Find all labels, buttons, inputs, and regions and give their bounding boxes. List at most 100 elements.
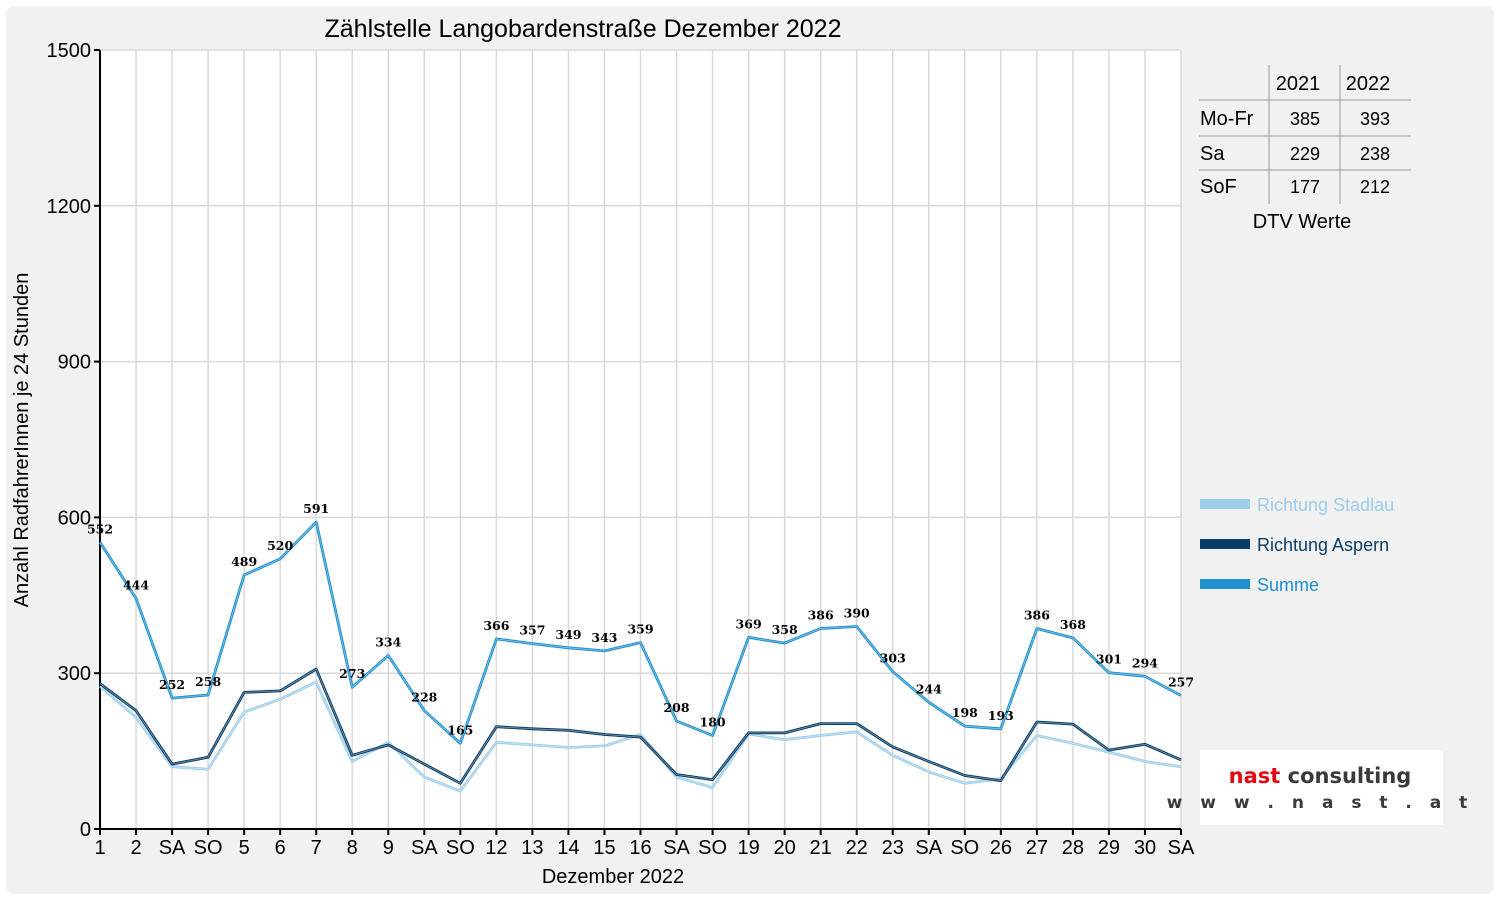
data-label: 552 [87, 521, 113, 536]
data-label: 520 [267, 538, 293, 553]
data-label: 198 [952, 705, 978, 720]
x-tick-label: SA [663, 837, 690, 859]
data-label: 273 [339, 666, 365, 681]
x-tick-label: SA [411, 837, 438, 859]
y-tick-label: 1500 [47, 40, 92, 62]
table-cell: 177 [1290, 177, 1320, 197]
data-label: 208 [663, 700, 689, 715]
table-row-label: Sa [1200, 143, 1225, 165]
x-tick-label: 30 [1134, 837, 1156, 859]
table-row-label: SoF [1200, 176, 1237, 198]
legend-swatch [1200, 539, 1250, 549]
y-tick-label: 0 [80, 819, 91, 841]
data-label: 301 [1096, 652, 1122, 667]
data-label: 180 [700, 715, 726, 730]
data-label: 294 [1132, 655, 1158, 670]
x-tick-label: SA [159, 837, 186, 859]
x-tick-label: 23 [882, 837, 904, 859]
x-tick-label: SA [1168, 837, 1195, 859]
data-label: 386 [1024, 608, 1050, 623]
table-cell: 229 [1290, 144, 1320, 164]
x-tick-label: 26 [990, 837, 1012, 859]
data-label: 358 [772, 622, 798, 637]
series-line-summe [98, 520, 1182, 745]
logo-url: w w w . n a s t . a t [1167, 793, 1474, 813]
y-tick-label: 900 [58, 352, 91, 374]
x-tick-label: 8 [347, 837, 358, 859]
y-tick-label: 300 [58, 663, 91, 685]
data-label: 357 [519, 623, 545, 638]
x-tick-label: 20 [774, 837, 796, 859]
chart-title: Zählstelle Langobardenstraße Dezember 20… [325, 15, 842, 43]
data-label: 334 [375, 635, 401, 650]
x-tick-label: 21 [810, 837, 832, 859]
series-line-richtung-aspern-highlight [99, 668, 1182, 784]
logo-name: nast consulting [1229, 764, 1412, 788]
data-label: 193 [988, 708, 1014, 723]
data-label: 257 [1168, 675, 1194, 690]
data-label: 390 [844, 605, 870, 620]
data-label: 228 [411, 690, 437, 705]
x-tick-label: 12 [485, 837, 507, 859]
table-row-label: Mo-Fr [1200, 108, 1254, 130]
data-label: 165 [447, 722, 473, 737]
x-tick-label: 6 [275, 837, 286, 859]
data-label: 444 [123, 577, 149, 592]
x-tick-label: 5 [239, 837, 250, 859]
x-tick-label: SO [698, 837, 727, 859]
legend-swatch [1200, 579, 1250, 589]
data-label: 368 [1060, 617, 1086, 632]
x-tick-label: 27 [1026, 837, 1048, 859]
data-label: 591 [303, 501, 329, 516]
data-label: 369 [736, 616, 762, 631]
table-cell: 238 [1360, 144, 1390, 164]
legend: Richtung Stadlau Richtung Aspern Summe [1200, 495, 1394, 595]
table-cell: 393 [1360, 109, 1390, 129]
table-cell: 385 [1290, 109, 1320, 129]
x-tick-label: 7 [311, 837, 322, 859]
x-tick-label: 16 [629, 837, 651, 859]
x-axis-label: Dezember 2022 [542, 866, 684, 888]
x-tick-label: SO [950, 837, 979, 859]
data-label: 489 [231, 554, 257, 569]
table-caption: DTV Werte [1253, 211, 1352, 233]
y-tick-label: 1200 [47, 196, 92, 218]
dtv-table: 2021 2022 Mo-Fr 385 393 Sa 229 238 SoF 1… [1199, 65, 1411, 233]
data-label: 258 [195, 674, 221, 689]
legend-label: Richtung Aspern [1257, 535, 1389, 555]
table-cell: 212 [1360, 177, 1390, 197]
x-tick-label: 22 [846, 837, 868, 859]
x-tick-label: 19 [737, 837, 759, 859]
x-tick-label: SO [194, 837, 223, 859]
x-tick-label: 2 [130, 837, 141, 859]
series-line-richtung-aspern [99, 667, 1182, 785]
x-tick-label: 29 [1098, 837, 1120, 859]
data-label: 303 [880, 651, 906, 666]
series-line-summe-highlight [99, 521, 1182, 745]
data-label: 349 [555, 627, 581, 642]
x-tick-label: SO [446, 837, 475, 859]
table-header-2022: 2022 [1346, 73, 1391, 95]
legend-label: Richtung Stadlau [1257, 495, 1394, 515]
data-label: 343 [591, 630, 617, 645]
x-tick-label: 15 [593, 837, 615, 859]
x-tick-label: 9 [383, 837, 394, 859]
y-tick-label: 600 [58, 507, 91, 529]
data-label: 359 [627, 622, 653, 637]
legend-swatch [1200, 499, 1250, 509]
logo: nast consulting w w w . n a s t . a t [1167, 750, 1474, 825]
table-header-2021: 2021 [1276, 73, 1321, 95]
y-axis-label: Anzahl RadfahrerInnen je 24 Stunden [11, 273, 33, 608]
legend-label: Summe [1257, 575, 1319, 595]
x-tick-label: 1 [94, 837, 105, 859]
data-label: 386 [808, 608, 834, 623]
x-tick-label: 14 [557, 837, 579, 859]
data-label: 244 [916, 681, 942, 696]
x-tick-label: 28 [1062, 837, 1084, 859]
data-label: 366 [483, 618, 509, 633]
data-label: 252 [159, 677, 185, 692]
x-tick-label: 13 [521, 837, 543, 859]
logo-box [1200, 750, 1443, 825]
x-tick-label: SA [915, 837, 942, 859]
